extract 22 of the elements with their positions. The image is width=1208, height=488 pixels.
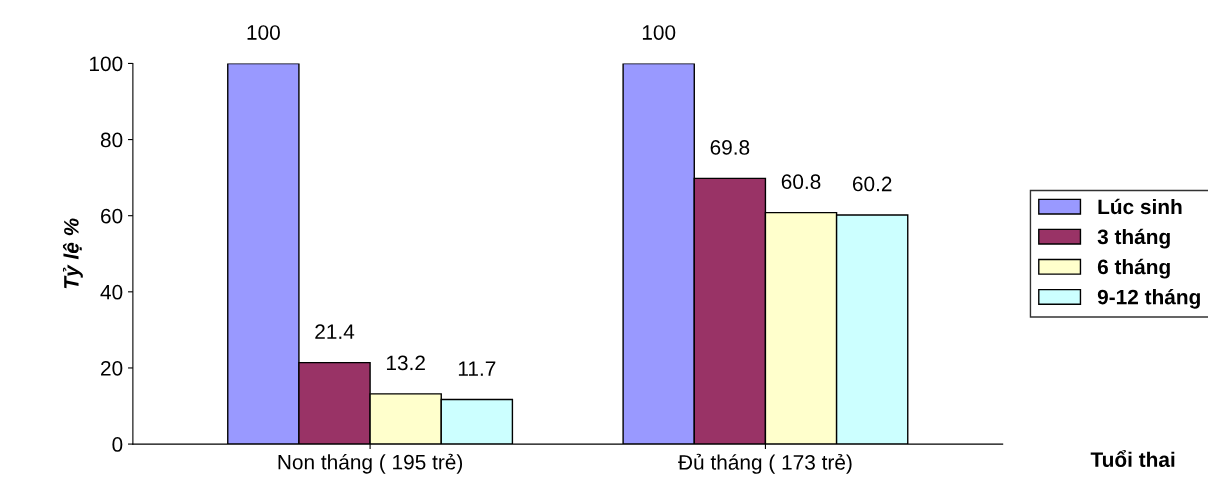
x-tick-label: Đủ tháng ( 173 trẻ)	[678, 453, 852, 474]
y-tick-label: 100	[89, 56, 123, 72]
y-tick-label: 20	[101, 360, 123, 376]
data-label: 100	[642, 25, 676, 40]
x-tick-label: Non tháng ( 195 trẻ)	[278, 453, 463, 474]
data-label: 21.4	[315, 324, 355, 339]
y-tick-label: 40	[100, 284, 123, 300]
legend-label: 9-12 tháng	[1097, 288, 1200, 309]
data-label: 60.2	[852, 176, 892, 192]
data-label: 13.2	[386, 355, 425, 371]
y-tick-label: 80	[100, 132, 123, 148]
y-axis-title: Tỷ lệ %	[62, 218, 83, 289]
x-axis-title: Tuổi thai	[1090, 449, 1175, 467]
data-label: 100	[247, 25, 280, 40]
data-label: 69.8	[710, 140, 750, 155]
legend-label: 3 tháng	[1097, 228, 1170, 249]
legend-label: Lúc sinh	[1098, 198, 1182, 215]
data-label: 11.7	[458, 361, 496, 376]
legend-label: 6 tháng	[1097, 258, 1170, 279]
data-label: 60.8	[781, 174, 821, 190]
y-tick-label: 0	[112, 437, 123, 452]
y-tick-label: 60	[101, 208, 123, 224]
